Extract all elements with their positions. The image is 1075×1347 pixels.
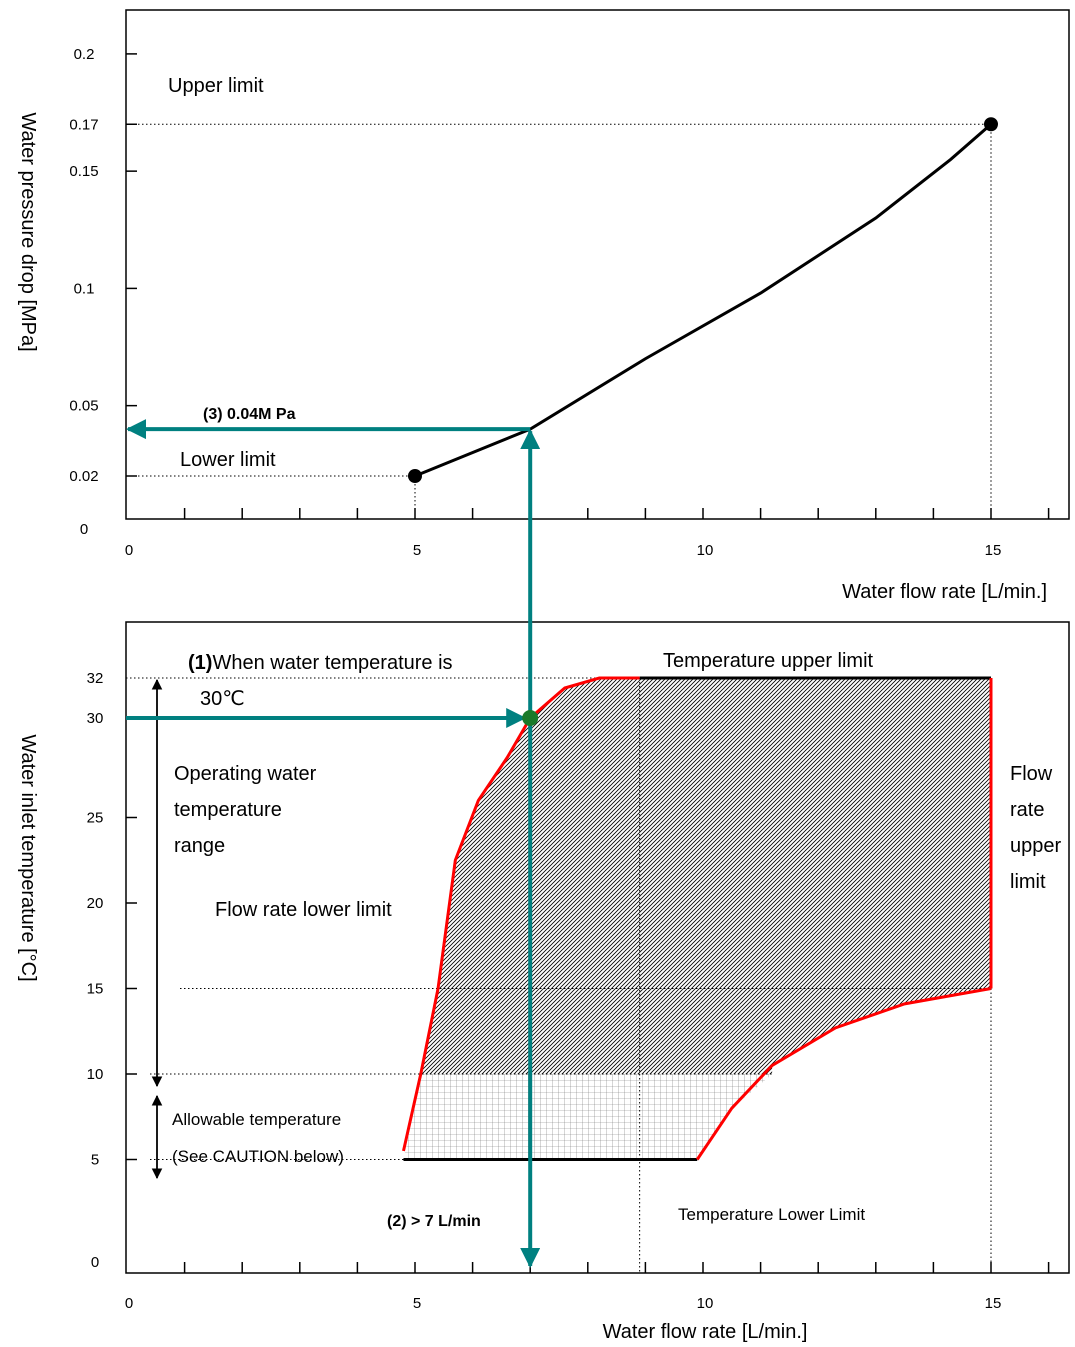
water-temp-prefix: (1): [188, 652, 212, 674]
pressure-x-tick-label: 10: [697, 542, 714, 559]
pressure-y-tick-label: 0.05: [69, 398, 98, 415]
operating-region-hatch: [420, 678, 991, 1074]
upper-limit-label: Upper limit: [168, 75, 264, 97]
temperature-y-tick-label: 32: [87, 670, 104, 687]
water-temp-annotation-line2: 30℃: [200, 688, 245, 710]
temperature-x-tick-label: 15: [985, 1295, 1002, 1312]
guide-arrows: [126, 419, 541, 1268]
operating-range-label-3: range: [174, 835, 225, 857]
lower-limit-label: Lower limit: [180, 449, 276, 471]
pressure-x-tick-label: 5: [413, 542, 421, 559]
pressure-endpoint-markers: [408, 117, 998, 483]
flow-readout-label: (2) > 7 L/min: [387, 1213, 481, 1230]
pressure-x-axis-title: Water flow rate [L/min.]: [842, 581, 1047, 603]
temperature-y-tick-label: 5: [91, 1152, 99, 1169]
temperature-chart: 0 5 10 15 0 5 10 15 20 25 30 32 Water inlet tempera…: [17, 621, 1070, 1343]
water-temp-text: When water temperature is: [212, 652, 452, 674]
temperature-upper-limit-label: Temperature upper limit: [663, 650, 874, 672]
pressure-x-tick-label: 0: [125, 542, 133, 559]
water-temp-annotation-line1: (1)When water temperature is: [188, 652, 453, 674]
operating-range-label-2: temperature: [174, 799, 282, 821]
allowable-label-2: (See CAUTION below): [172, 1147, 344, 1166]
flow-upper-label-4: limit: [1010, 871, 1046, 893]
temperature-y-tick-label: 10: [87, 1066, 104, 1083]
temperature-y-axis-title: Water inlet temperature [°C]: [17, 734, 39, 981]
temperature-y-tick-label: 30: [87, 710, 104, 727]
pressure-endpoint-marker: [408, 469, 422, 483]
allowable-temperature-band: [403, 1074, 773, 1160]
flow-rate-lower-limit-curve: [402, 676, 640, 1152]
temperature-reference-lines: [126, 677, 992, 1273]
pressure-drop-series-line: [414, 123, 992, 478]
pressure-y-tick-label: 0.02: [69, 468, 98, 485]
pressure-y-tick-label: 0.1: [74, 280, 95, 297]
temperature-x-tick-label: 5: [413, 1295, 421, 1312]
temperature-y-tick-label: 0: [91, 1254, 99, 1271]
temperature-x-axis-title: Water flow rate [L/min.]: [603, 1321, 808, 1343]
flow-upper-label-1: Flow: [1010, 763, 1053, 785]
pressure-y-axis-title: Water pressure drop [MPa]: [17, 112, 39, 351]
pressure-plot-frame: [125, 9, 1070, 520]
pressure-y-tick-label: 0.2: [74, 46, 95, 63]
flow-upper-label-2: rate: [1010, 799, 1044, 821]
temperature-lower-limit-label: Temperature Lower Limit: [678, 1205, 865, 1224]
flow-lower-limit-label: Flow rate lower limit: [215, 899, 392, 921]
pressure-reference-lines: [126, 123, 992, 519]
temperature-x-tick-label: 0: [125, 1295, 133, 1312]
operating-range-label-1: Operating water: [174, 763, 317, 785]
pressure-ticks: 0 5 10 15 0 0.02 0.05 0.1 0.15 0.17 0.2: [69, 46, 1050, 559]
temperature-x-tick-label: 10: [697, 1295, 714, 1312]
temperature-y-tick-label: 25: [87, 810, 104, 827]
temperature-plot-frame: [125, 621, 1070, 1274]
pressure-y-tick-label: 0.15: [69, 163, 98, 180]
pressure-y-tick-label: 0: [80, 521, 88, 538]
pressure-y-tick-label: 0.17: [69, 116, 98, 133]
pressure-x-tick-label: 15: [985, 542, 1002, 559]
temperature-ticks: 0 5 10 15 0 5 10 15 20 25 30 32: [87, 670, 1050, 1312]
temperature-y-tick-label: 15: [87, 981, 104, 998]
pressure-readout-label: (3) 0.04M Pa: [203, 406, 296, 423]
pressure-endpoint-marker: [984, 117, 998, 132]
allowable-label-1: Allowable temperature: [172, 1110, 341, 1129]
operating-point-marker: [522, 710, 539, 726]
temperature-y-tick-label: 20: [87, 895, 104, 912]
temperature-lower-limit-curve: [695, 987, 992, 1161]
flow-upper-label-3: upper: [1010, 835, 1061, 857]
pressure-drop-chart: Water pressure drop [MPa] Water flow rat…: [17, 9, 1070, 603]
